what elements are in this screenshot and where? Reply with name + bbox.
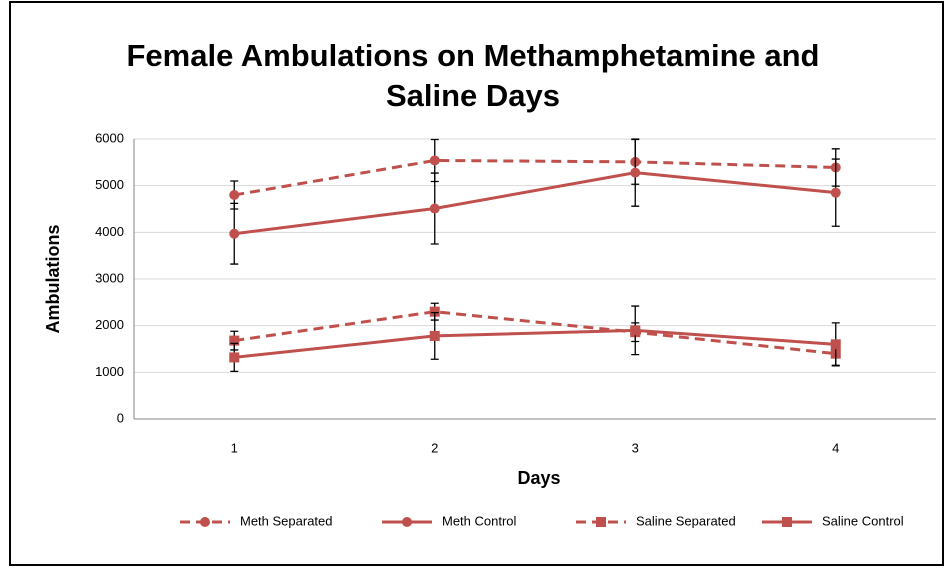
data-point (229, 352, 240, 363)
data-point (229, 190, 240, 200)
series-line (234, 171, 836, 236)
legend-label: Saline Separated (636, 513, 736, 528)
data-point (229, 228, 240, 239)
legend-marker (782, 517, 792, 527)
data-point (429, 306, 440, 317)
y-tick-label: 6000 (95, 130, 124, 145)
series-line (234, 328, 836, 359)
data-point (830, 187, 841, 198)
y-tick-label: 4000 (95, 224, 124, 239)
data-point (830, 339, 841, 350)
legend-marker (200, 517, 210, 527)
x-tick-label: 3 (632, 440, 639, 455)
data-point (429, 155, 440, 166)
data-point (630, 325, 641, 336)
x-tick-label: 2 (431, 440, 438, 455)
legend-label: Saline Control (822, 513, 904, 528)
x-tick-label: 1 (231, 440, 238, 455)
data-point (429, 330, 440, 341)
y-tick-label: 3000 (95, 270, 124, 285)
series-line (233, 158, 836, 197)
legend-label: Meth Control (442, 513, 517, 528)
y-axis-label: Ambulations (43, 224, 63, 333)
data-point (229, 335, 240, 346)
series-line (234, 310, 836, 356)
y-tick-label: 5000 (95, 177, 124, 192)
data-point (429, 203, 440, 214)
data-point (630, 167, 641, 178)
y-tick-label: 0 (117, 410, 124, 425)
legend-marker (596, 517, 606, 527)
x-tick-label: 4 (832, 440, 839, 455)
legend-label: Meth Separated (240, 513, 333, 528)
y-tick-label: 1000 (95, 364, 124, 379)
x-axis-label: Days (517, 468, 560, 488)
chart-border (9, 1, 944, 566)
y-tick-label: 2000 (95, 317, 124, 332)
legend-marker (402, 517, 412, 527)
chart-title: Female Ambulations on Methamphetamine an… (126, 38, 820, 113)
